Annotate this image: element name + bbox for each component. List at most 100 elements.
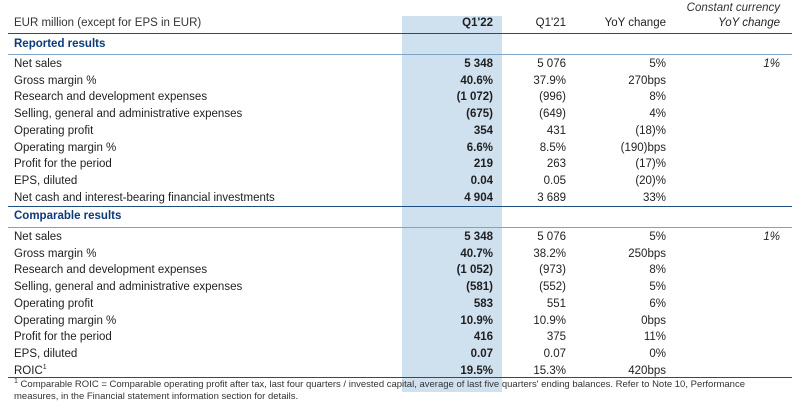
row-label-text: Research and development expenses [14, 91, 208, 104]
value-q1-22: (1 052) [456, 264, 493, 277]
table-row: Profit for the period 416 375 11% [0, 329, 800, 346]
row-label: Net sales [14, 56, 62, 73]
table-row: Operating margin % 10.9% 10.9% 0bps [0, 313, 800, 330]
value-yoy: 5% [649, 231, 666, 243]
col-header-cc-yoy: YoY change [718, 17, 780, 29]
row-label-text: Profit for the period [14, 331, 112, 344]
section-heading-reported: Reported results [0, 36, 800, 53]
row-label-text: Operating profit [14, 297, 94, 310]
row-label: EPS, diluted [14, 346, 77, 363]
row-label: Profit for the period [14, 156, 112, 173]
row-label-text: Research and development expenses [14, 264, 208, 277]
value-yoy: 250bps [628, 247, 666, 260]
table-row: Operating margin % 6.6% 8.5% (190)bps [0, 140, 800, 157]
value-q1-21: 375 [546, 331, 566, 344]
footnote-text: Comparable ROIC = Comparable operating p… [14, 379, 745, 402]
value-yoy: 33% [642, 191, 666, 204]
value-q1-21: 551 [546, 297, 566, 310]
row-label-text: Operating profit [14, 124, 94, 137]
value-yoy: 420bps [628, 364, 666, 377]
value-q1-21: 5 076 [537, 58, 566, 70]
footnote-ref: 1 [42, 363, 47, 371]
value-q1-22: 0.07 [470, 347, 493, 360]
value-q1-22: 40.6% [460, 74, 493, 87]
row-label: Net cash and interest-bearing financial … [14, 190, 275, 207]
row-label: Research and development expenses [14, 262, 207, 279]
value-yoy: (190)bps [620, 141, 666, 154]
q1-22-highlight-column [402, 16, 502, 392]
value-q1-21: (552) [539, 281, 566, 294]
value-q1-22: 6.6% [466, 141, 493, 154]
value-q1-21: (996) [539, 91, 566, 104]
value-yoy: 4% [649, 108, 666, 121]
value-yoy: 8% [649, 91, 666, 104]
row-label: Operating profit [14, 296, 93, 313]
value-yoy: (17)% [635, 158, 666, 171]
section-divider [8, 206, 792, 207]
table-row: Gross margin % 40.6% 37.9% 270bps [0, 73, 800, 90]
value-q1-21: 38.2% [533, 247, 566, 260]
value-q1-21: 8.5% [539, 141, 566, 154]
value-q1-22: 5 348 [464, 58, 493, 70]
value-q1-22: (581) [466, 281, 493, 294]
table-bottom-divider [8, 377, 792, 378]
value-q1-22: (1 072) [456, 91, 493, 104]
value-q1-22: 219 [473, 158, 493, 171]
section-title: Comparable results [14, 210, 122, 222]
value-q1-22: 0.04 [470, 174, 493, 187]
row-label-text: Net sales [14, 58, 62, 70]
row-label-text: Net sales [14, 231, 62, 243]
row-label-text: Gross margin % [14, 247, 97, 260]
section-divider [8, 227, 792, 228]
section-divider [8, 54, 792, 55]
value-yoy: 5% [649, 281, 666, 294]
footnote: 1 Comparable ROIC = Comparable operating… [14, 377, 790, 403]
value-q1-21: 0.05 [543, 174, 566, 187]
table-row: Net sales 5 348 5 076 5% 1% [0, 229, 800, 246]
row-label-text: Selling, general and administrative expe… [14, 281, 243, 294]
table-row: EPS, diluted 0.07 0.07 0% [0, 346, 800, 363]
value-q1-22: 354 [473, 124, 493, 137]
value-q1-21: 263 [546, 158, 566, 171]
value-yoy: 5% [649, 58, 666, 70]
value-q1-21: 0.07 [543, 347, 566, 360]
value-q1-22: 19.5% [460, 364, 493, 377]
footnote-marker: 1 [14, 377, 18, 385]
col-header-q1-22: Q1'22 [462, 17, 493, 29]
table-row: Operating profit 583 551 6% [0, 296, 800, 313]
value-q1-22: (675) [466, 108, 493, 121]
table-row: Profit for the period 219 263 (17)% [0, 156, 800, 173]
value-q1-21: 15.3% [533, 364, 566, 377]
row-label-text: Gross margin % [14, 74, 97, 87]
row-label-text: Operating margin % [14, 141, 117, 154]
value-q1-22: 10.9% [460, 314, 493, 327]
row-label-text: Selling, general and administrative expe… [14, 108, 243, 121]
table-header-row: EUR million (except for EPS in EUR) Q1'2… [0, 15, 800, 32]
row-label: Research and development expenses [14, 89, 207, 106]
value-yoy: 11% [643, 331, 666, 344]
table-row: Research and development expenses (1 072)… [0, 89, 800, 106]
row-label: Gross margin % [14, 246, 96, 263]
row-label: Selling, general and administrative expe… [14, 279, 242, 296]
col-header-q1-21: Q1'21 [535, 17, 566, 29]
table-row: Net sales 5 348 5 076 5% 1% [0, 56, 800, 73]
row-label: Gross margin % [14, 73, 96, 90]
value-yoy: 270bps [628, 74, 666, 87]
row-label-text: Net cash and interest-bearing financial … [14, 191, 275, 204]
row-label: Net sales [14, 229, 62, 246]
value-yoy: 0bps [641, 314, 666, 327]
value-q1-22: 5 348 [464, 231, 493, 243]
row-label-text: EPS, diluted [14, 347, 78, 360]
section-title: Reported results [14, 38, 106, 50]
header-divider [8, 33, 792, 34]
table-row: Selling, general and administrative expe… [0, 106, 800, 123]
value-yoy: (20)% [635, 174, 666, 187]
row-label: Selling, general and administrative expe… [14, 106, 242, 123]
value-q1-21: 37.9% [533, 74, 566, 87]
table-row: Operating profit 354 431 (18)% [0, 123, 800, 140]
table-row: Research and development expenses (1 052)… [0, 262, 800, 279]
row-label: ROIC1 [14, 363, 47, 380]
constant-currency-header: Constant currency [686, 2, 780, 14]
value-q1-21: 3 689 [537, 191, 566, 204]
value-yoy: 0% [649, 347, 666, 360]
